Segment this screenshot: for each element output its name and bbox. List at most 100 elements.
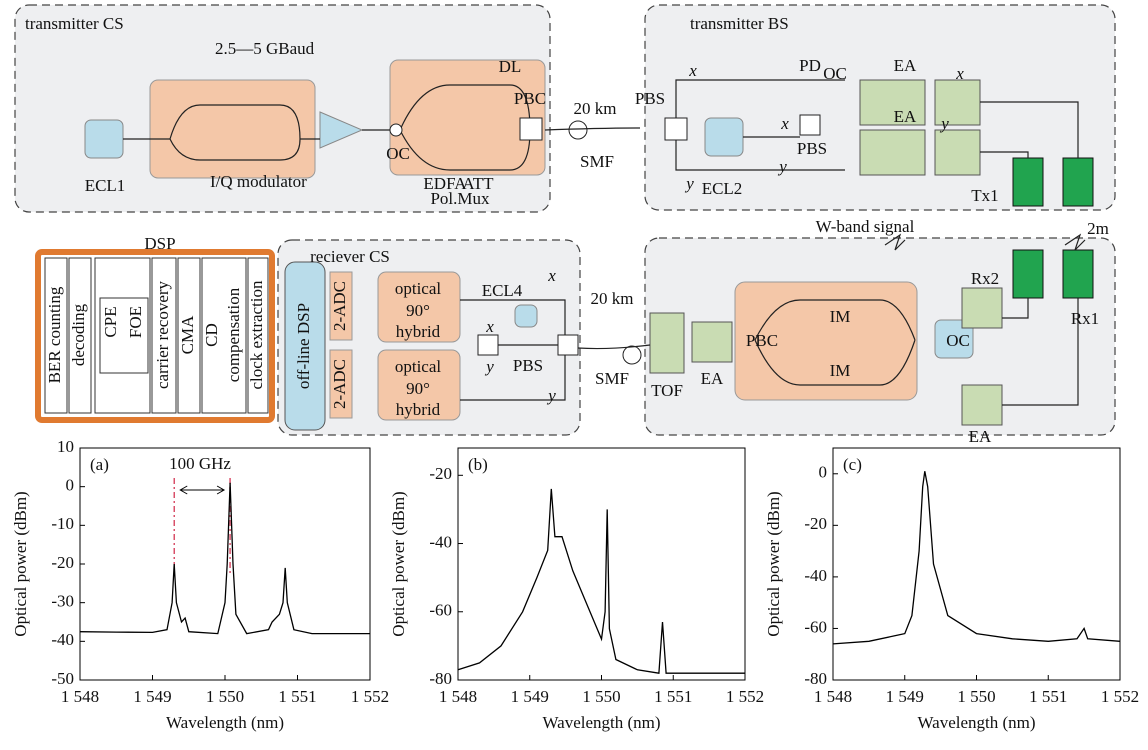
diagram-label: PBS [797, 139, 827, 158]
wire [675, 79, 1086, 251]
ea [961, 384, 1003, 426]
pbs [477, 334, 499, 356]
x-tick-label: 1 549 [133, 687, 171, 706]
diagram-label: Rx2 [971, 269, 999, 288]
diagram-label: ECL4 [482, 281, 523, 300]
diagram-label: OC [386, 144, 410, 163]
x-tick-label: 1 550 [206, 687, 244, 706]
pbs [557, 334, 579, 356]
diagram-label: EA [894, 56, 917, 75]
antenna [1012, 249, 1044, 299]
diagram-label: EA [969, 427, 992, 446]
diagram-label: EA [894, 107, 917, 126]
x-tick-label: 1 552 [351, 687, 389, 706]
pbs [664, 117, 688, 141]
x-axis-label: Wavelength (nm) [166, 713, 284, 732]
diagram-label: y [484, 357, 494, 376]
diagram-label: off-line DSP [294, 303, 313, 389]
y-tick-label: -30 [51, 592, 74, 611]
arrow [179, 485, 226, 495]
ea [691, 321, 733, 363]
diagram-label: clock extraction [247, 280, 266, 390]
diagram-label: PD [799, 56, 821, 75]
diagram-label: 2-ADC [330, 281, 349, 331]
pd [859, 129, 926, 176]
y-tick-label: 10 [57, 437, 74, 456]
polmux [389, 59, 546, 176]
offline-dsp [284, 261, 326, 431]
diagram-label: 20 km [591, 289, 634, 308]
y-tick-label: -20 [804, 514, 827, 533]
ea [934, 79, 981, 126]
y-tick-label: -60 [429, 601, 452, 620]
diagram-label: compensation [224, 287, 243, 382]
x-tick-label: 1 551 [278, 687, 316, 706]
diagram-label: 90° [406, 301, 430, 320]
annotation: 100 GHz [169, 454, 231, 473]
diagram-label: y [939, 114, 949, 133]
plot-frame [832, 447, 1121, 681]
y-tick-label: -60 [804, 617, 827, 636]
y-tick-label: -20 [51, 553, 74, 572]
modulator [734, 281, 918, 401]
spectrum-line [832, 471, 1121, 645]
diagram-label: optical [395, 279, 442, 298]
x-tick-label: 1 548 [439, 687, 477, 706]
diagram-label: optical [395, 357, 442, 376]
fiber [568, 120, 588, 140]
y-axis-label: Optical power (dBm) [11, 491, 30, 636]
amplifier [319, 111, 364, 149]
x-axis-label: Wavelength (nm) [917, 713, 1035, 732]
diagram-label: TOF [651, 381, 683, 400]
diagram-label: ATT [462, 174, 494, 193]
diagram-label: reciever CS [310, 247, 390, 266]
plot-frame [79, 447, 371, 681]
x-tick-label: 1 548 [61, 687, 99, 706]
y-tick-label: -50 [51, 669, 74, 688]
chart-title: (c) [843, 455, 862, 474]
diagram-label: PBC [746, 331, 778, 350]
antenna [1012, 157, 1044, 207]
x-tick-label: 1 550 [957, 687, 995, 706]
y-tick-label: -80 [429, 669, 452, 688]
x-tick-label: 1 550 [582, 687, 620, 706]
pbc [519, 117, 543, 141]
diagram-label: transmitter CS [25, 14, 124, 33]
spectrum-line [457, 488, 745, 674]
laser [514, 304, 538, 328]
y-tick-label: -40 [51, 630, 74, 649]
diagram-label: 90° [406, 379, 430, 398]
y-tick-label: -40 [429, 532, 452, 551]
diagram-label: y [546, 386, 556, 405]
y-axis-label: Optical power (dBm) [389, 491, 408, 636]
diagram-label: CPE [101, 306, 120, 337]
laser [934, 319, 974, 359]
pbs [799, 114, 821, 136]
diagram-label: Rx1 [1071, 309, 1099, 328]
diagram-label: x [485, 317, 494, 336]
x-tick-label: 1 552 [726, 687, 764, 706]
diagram-label: EA [701, 369, 724, 388]
diagram-label: hybrid [396, 400, 441, 419]
diagram-label: transmitter BS [690, 14, 789, 33]
tof [649, 312, 685, 374]
ea [934, 129, 981, 176]
x-tick-label: 1 549 [511, 687, 549, 706]
diagram-label: OC [823, 64, 847, 83]
adc [329, 271, 353, 341]
y-axis-label: Optical power (dBm) [764, 491, 783, 636]
y-tick-label: -80 [804, 669, 827, 688]
laser [704, 117, 744, 157]
diagram-label: W-band signal [816, 217, 915, 236]
diagram-label: decoding [69, 303, 88, 366]
fiber [622, 345, 642, 365]
antenna [1062, 249, 1094, 299]
diagram-label: I/Q modulator [210, 172, 307, 191]
chart-title: (a) [90, 455, 109, 474]
diagram-label: CMA [178, 315, 197, 354]
chart-title: (b) [468, 455, 488, 474]
diagram-label: OC [946, 331, 970, 350]
wire [123, 84, 641, 171]
diagram-label: hybrid [396, 322, 441, 341]
